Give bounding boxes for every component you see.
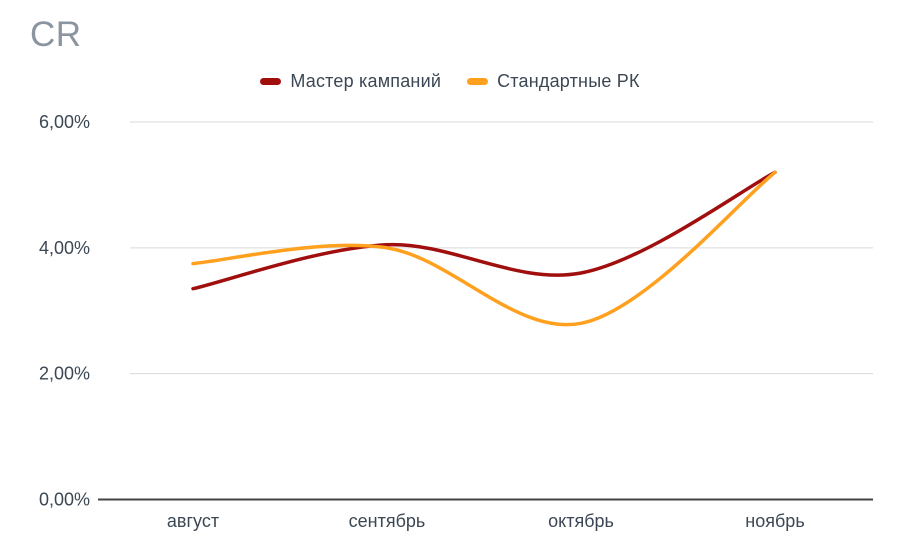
chart-title: CR xyxy=(30,15,82,54)
x-category-label: октябрь xyxy=(548,511,614,531)
y-tick-label: 0,00% xyxy=(39,490,90,510)
y-tick-label: 4,00% xyxy=(39,238,90,258)
x-category-label: ноябрь xyxy=(745,511,804,531)
chart-legend: Мастер кампаний Стандартные РК xyxy=(0,70,900,92)
series-line-1[interactable] xyxy=(191,170,777,327)
x-category-label: август xyxy=(167,511,219,531)
legend-item-master-kampaniy[interactable]: Мастер кампаний xyxy=(260,71,441,92)
legend-label: Стандартные РК xyxy=(497,70,640,91)
y-tick-label: 2,00% xyxy=(39,364,90,384)
legend-swatch-standartnye-rk-icon xyxy=(467,77,489,85)
x-category-label: сентябрь xyxy=(349,511,426,531)
legend-item-standartnye-rk[interactable]: Стандартные РК xyxy=(467,71,640,92)
legend-swatch-master-kampaniy-icon xyxy=(260,77,282,85)
series-line-0[interactable] xyxy=(191,170,777,291)
y-tick-label: 6,00% xyxy=(39,112,90,132)
legend-label: Мастер кампаний xyxy=(290,70,442,91)
